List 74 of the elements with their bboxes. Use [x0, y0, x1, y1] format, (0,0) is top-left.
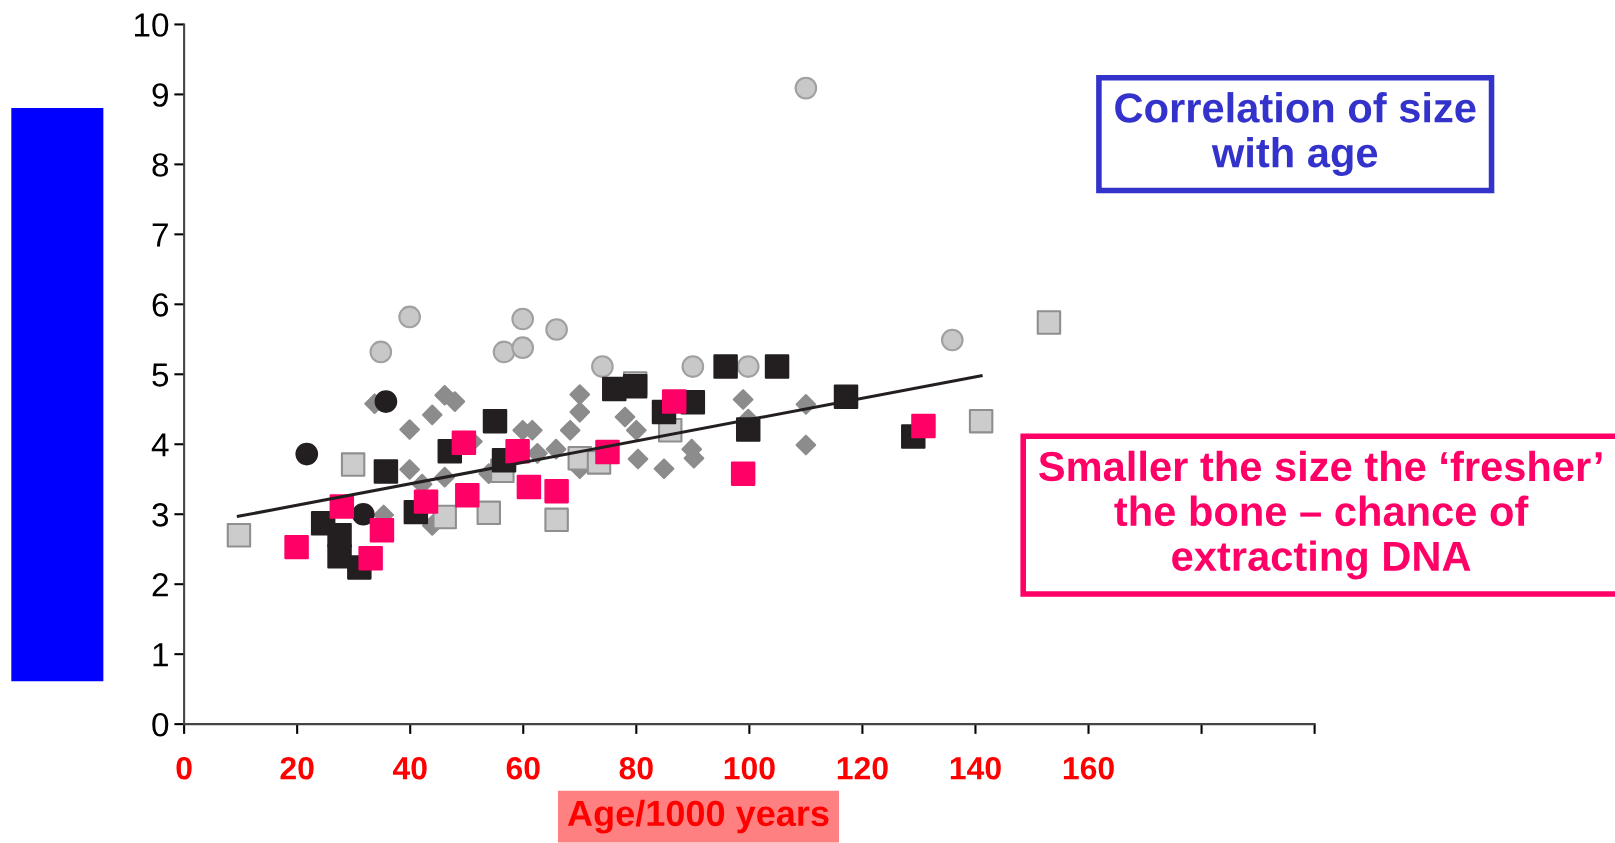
point [399, 419, 420, 440]
point [653, 458, 675, 480]
y-tick-label: 3 [152, 503, 169, 527]
x-axis-title: Age/1000 years [567, 799, 829, 834]
y-tick-label: 9 [152, 83, 168, 107]
point [794, 76, 818, 100]
point [545, 318, 568, 341]
point [374, 390, 398, 413]
point [730, 461, 756, 486]
point [1036, 310, 1062, 335]
point [340, 452, 366, 477]
point [559, 419, 581, 441]
point [373, 459, 399, 484]
x-tick-label: 20 [280, 756, 314, 780]
annotation: Smaller the size the ‘fresher’ the bone – chance of extracting DNA [1038, 450, 1602, 580]
x-tick-label: 120 [837, 756, 888, 780]
y-tick-label: 1 [153, 643, 168, 667]
point [627, 448, 649, 470]
point [421, 404, 443, 426]
y-tick-label: 4 [151, 433, 169, 457]
point [226, 522, 252, 548]
point [492, 340, 516, 364]
y-tick-label: 8 [152, 153, 169, 177]
point [511, 336, 535, 360]
point [732, 389, 754, 410]
y-tick-label: 2 [152, 573, 168, 597]
x-tick-label: 60 [506, 756, 540, 780]
x-tick-label: 0 [176, 756, 192, 780]
y-tick-label: 6 [152, 293, 169, 317]
point [505, 439, 530, 464]
point [432, 504, 457, 530]
point [327, 543, 352, 569]
point [284, 534, 309, 560]
point [911, 413, 936, 439]
point [591, 355, 614, 378]
point [476, 500, 502, 526]
point [455, 483, 480, 508]
point [681, 355, 705, 378]
point [661, 389, 687, 414]
point [358, 546, 383, 571]
point [295, 442, 319, 466]
y-tick-label: 7 [152, 223, 168, 247]
point [569, 384, 591, 405]
point [544, 478, 569, 504]
point [736, 355, 760, 378]
point [625, 419, 647, 441]
point [940, 328, 964, 352]
point [614, 406, 636, 428]
point [369, 340, 393, 364]
point [451, 430, 477, 456]
point [795, 434, 817, 456]
point [511, 307, 535, 331]
point [398, 305, 421, 329]
point [399, 459, 420, 480]
y-tick-label: 0 [152, 712, 169, 737]
point [569, 401, 591, 423]
point [764, 354, 790, 379]
y-tick-label: 5 [152, 363, 169, 387]
x-tick-label: 40 [392, 756, 427, 780]
x-tick-label: 80 [619, 756, 653, 780]
point [444, 391, 466, 412]
x-tick-label: 160 [1063, 756, 1114, 780]
y-tick-label: 10 [135, 13, 169, 37]
point [516, 474, 542, 500]
point [351, 502, 375, 526]
point [369, 518, 395, 543]
annotation: Correlation of size with age [1115, 92, 1476, 176]
x-tick-label: 100 [724, 756, 775, 780]
point [482, 408, 508, 434]
x-tick-label: 140 [950, 756, 1001, 780]
point [544, 507, 569, 533]
point [968, 408, 994, 434]
point [413, 489, 439, 514]
point [713, 354, 738, 379]
